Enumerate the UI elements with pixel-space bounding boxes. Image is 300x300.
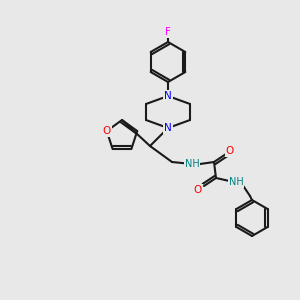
Text: N: N [164,91,172,101]
Text: NH: NH [184,159,200,169]
Text: F: F [165,27,171,37]
Text: NH: NH [229,177,243,187]
Text: O: O [226,146,234,156]
Text: N: N [164,123,172,133]
Text: O: O [103,126,111,136]
Text: O: O [194,185,202,195]
